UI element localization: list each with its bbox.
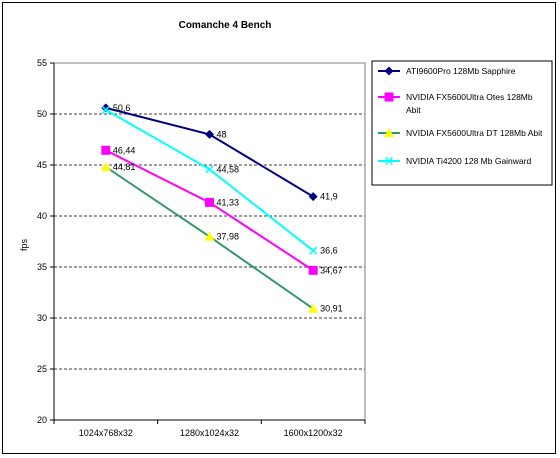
series-4: 44,58 36,6	[101, 105, 338, 256]
x-tick-label: 1280x1024x32	[180, 428, 239, 438]
data-label: 30,91	[320, 304, 343, 314]
marker-triangle	[308, 303, 319, 313]
legend-entry-2: NVIDIA FX5600Ultra Otes 128Mb Abit	[378, 92, 533, 115]
data-label: 37,98	[217, 232, 240, 242]
legend-label: Abit	[406, 105, 421, 115]
marker-triangle	[204, 231, 215, 241]
legend: ATI9600Pro 128Mb Sapphire NVIDIA FX5600Ul…	[371, 60, 553, 186]
y-tick-label: 45	[37, 160, 47, 170]
y-axis-label: fps	[19, 239, 29, 252]
data-label: 41,33	[217, 197, 240, 207]
marker-triangle	[100, 161, 111, 171]
legend-entry-3: NVIDIA FX5600Ultra DT 128Mb Abit	[378, 128, 543, 138]
legend-box	[371, 60, 553, 186]
marker-x	[309, 246, 318, 255]
data-label: 41,9	[320, 192, 338, 202]
marker-diamond	[308, 192, 318, 202]
chart-svg: Comanche 4 Bench fps 20 25 30 35 40 45 50 55 102…	[19, 20, 553, 438]
plot-background	[54, 63, 365, 420]
marker-square	[384, 92, 394, 102]
marker-triangle	[384, 128, 394, 137]
chart-frame: Comanche 4 Bench fps 20 25 30 35 40 45 50 55 102…	[2, 2, 556, 454]
y-tick-label: 55	[37, 58, 47, 68]
x-tick-label: 1600x1200x32	[284, 428, 343, 438]
y-tick-label: 40	[37, 211, 47, 221]
data-label: 50,6	[113, 103, 131, 113]
chart-title: Comanche 4 Bench	[179, 20, 272, 31]
marker-x	[384, 156, 394, 166]
series-2: 46,44 41,33 34,67	[101, 145, 343, 275]
marker-x	[101, 105, 110, 114]
legend-entry-1: ATI9600Pro 128Mb Sapphire	[378, 66, 516, 76]
data-label: 44,58	[217, 164, 240, 174]
legend-label: NVIDIA FX5600Ultra DT 128Mb Abit	[406, 128, 543, 138]
marker-square	[205, 197, 214, 207]
data-label: 46,44	[113, 145, 136, 155]
data-label: 44,81	[113, 162, 136, 172]
data-label: 34,67	[320, 265, 343, 275]
marker-diamond	[205, 129, 214, 139]
legend-label: NVIDIA Ti4200 128 Mb Gainward	[406, 156, 531, 166]
series-3: 44,81 37,98 30,91	[100, 161, 343, 314]
y-tick-label: 20	[37, 415, 47, 425]
data-label: 48	[217, 129, 227, 139]
x-tick-label: 1024x768x32	[79, 428, 133, 438]
y-tick-label: 50	[37, 109, 47, 119]
plot-area: 20 25 30 35 40 45 50 55 1024x768x32 1280x1024x32 1…	[37, 58, 366, 438]
marker-x	[205, 165, 214, 174]
y-tick-label: 30	[37, 313, 47, 323]
legend-label: NVIDIA FX5600Ultra Otes 128Mb	[406, 92, 533, 102]
data-label: 36,6	[320, 246, 338, 256]
legend-entry-4: NVIDIA Ti4200 128 Mb Gainward	[378, 156, 531, 166]
y-tick-label: 35	[37, 262, 47, 272]
y-tick-label: 25	[37, 364, 47, 374]
marker-square	[308, 265, 318, 275]
legend-label: ATI9600Pro 128Mb Sapphire	[406, 66, 516, 76]
marker-square	[101, 145, 111, 155]
marker-diamond	[384, 66, 394, 76]
